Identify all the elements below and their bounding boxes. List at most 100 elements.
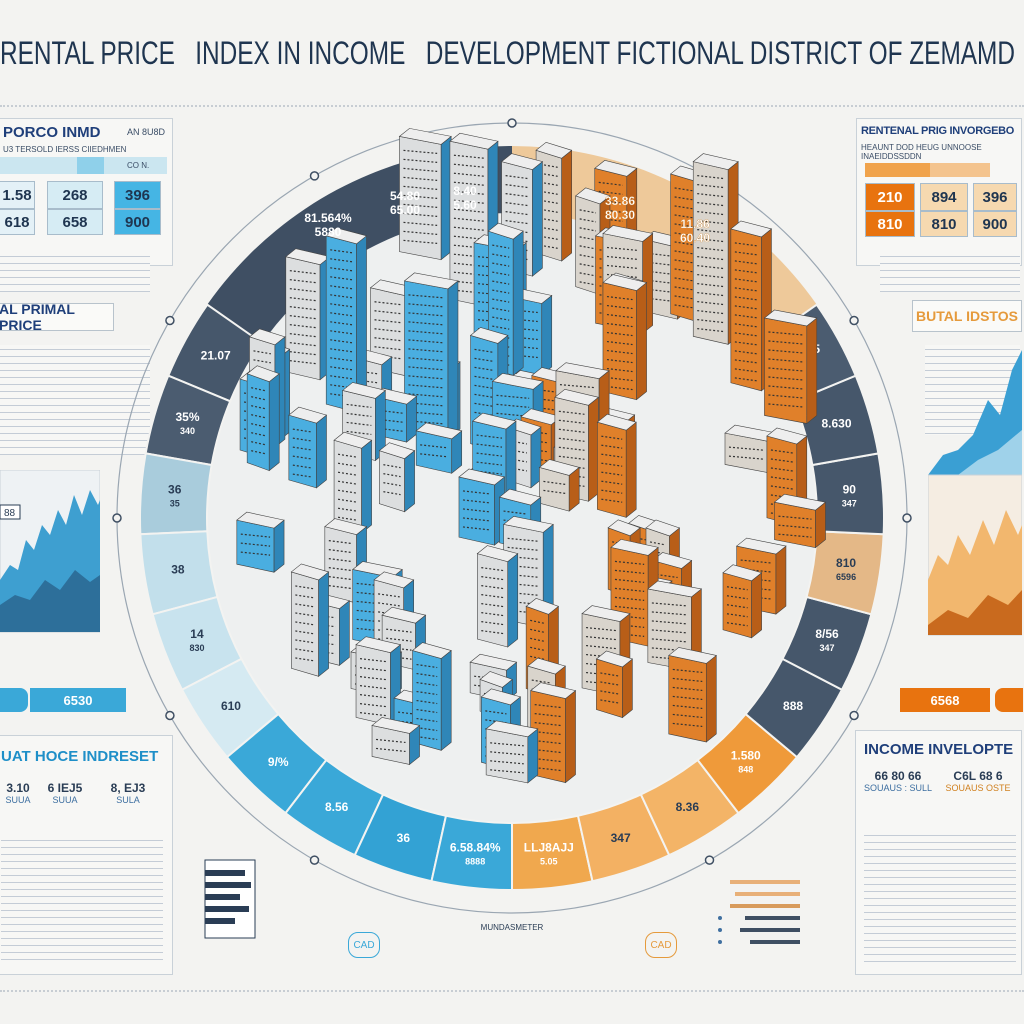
- right-area-charts: [928, 350, 1022, 636]
- bottom-pill[interactable]: CAD: [348, 932, 380, 958]
- panel-title: UAT HOCE INDRESET: [1, 748, 159, 765]
- building: [290, 563, 330, 677]
- text-block: [0, 252, 150, 292]
- segment-label: 888: [783, 699, 803, 713]
- segment-label: 610: [221, 699, 241, 713]
- right-pill-button[interactable]: [995, 688, 1023, 712]
- building: [378, 442, 416, 513]
- left-pill-button[interactable]: [0, 688, 28, 712]
- orbit-marker: [309, 171, 320, 181]
- orbit-marker: [849, 710, 859, 721]
- building: [485, 720, 539, 784]
- panel-subtitle: HEAUNT DOD HEUG UNNOOSE INAEIDDSSDDN: [861, 143, 982, 161]
- building: [333, 431, 373, 534]
- orbit-marker: [309, 855, 320, 865]
- ring-segment-right: LLJ8AJJ 5.05: [511, 814, 594, 892]
- cell: 618: [0, 209, 35, 235]
- top-value-label: 80.30: [605, 208, 635, 222]
- building: [415, 422, 463, 474]
- orbit-marker: [849, 315, 859, 326]
- top-value-label: 81.564%: [304, 211, 352, 225]
- segment-label: 8888: [465, 856, 485, 866]
- building: [458, 468, 506, 546]
- ring-segment-right: 1.580 848: [696, 712, 799, 815]
- segment-label: 38: [171, 562, 185, 576]
- building: [668, 647, 717, 743]
- cell: 1.58: [0, 181, 35, 209]
- segment-label: 347: [820, 643, 835, 653]
- stat: 3.10 SUUA: [5, 781, 31, 805]
- segment-label: 35: [170, 498, 180, 508]
- left-action-button[interactable]: 6530: [30, 688, 126, 712]
- ring-segment-right: 810 6596: [805, 530, 885, 616]
- page-title: RENTAL PRICE INDEX IN INCOME DEVELOPMENT…: [0, 35, 1015, 71]
- building: [325, 227, 368, 413]
- building: [246, 365, 280, 472]
- building: [371, 717, 421, 766]
- building: [236, 511, 285, 573]
- segment-label: 810: [836, 556, 856, 570]
- left-summary-panel: PORCO INMD AN 8U8D U3 TERSOLD IERSS CIIE…: [0, 118, 173, 266]
- cell: 900: [973, 211, 1017, 237]
- top-value-label: 11.86: [680, 217, 710, 231]
- segment-label: 9/%: [268, 755, 289, 769]
- right-action-button[interactable]: 6568: [900, 688, 990, 712]
- building: [476, 545, 519, 648]
- cell: 210: [865, 183, 915, 211]
- right-bottom-panel: INCOME INVELOPTE 66 80 66 SOUAUS : SULL C…: [855, 730, 1022, 975]
- stat: 66 80 66 SOUAUS : SULL: [863, 769, 933, 793]
- top-value-label: 65.00: [390, 203, 420, 217]
- building: [602, 274, 648, 401]
- divider: [0, 105, 1024, 107]
- divider: [0, 990, 1024, 992]
- bottom-pill[interactable]: CAD: [645, 932, 677, 958]
- ring-segment-left: 35%340: [144, 374, 232, 467]
- orbit-marker: [507, 118, 517, 128]
- cell: 396: [973, 183, 1017, 211]
- chart-tag: 88: [4, 508, 16, 519]
- segment-label: 830: [189, 643, 204, 653]
- cell: 658: [47, 209, 103, 235]
- panel-header-bar: CO N.: [0, 157, 167, 174]
- left-area-chart: 88: [0, 470, 100, 633]
- building: [596, 413, 637, 518]
- segment-label: 21.07: [201, 348, 231, 362]
- orbit-marker: [165, 710, 175, 721]
- stat: 8, EJ3 SULA: [110, 781, 146, 805]
- building: [288, 406, 328, 489]
- building: [355, 636, 402, 727]
- segment-label: 6596: [836, 572, 856, 582]
- orbit-marker: [165, 315, 175, 326]
- top-value-label: 8.40: [453, 184, 477, 198]
- cell: 894: [920, 183, 968, 211]
- text-block: [1, 836, 163, 966]
- segment-label: LLJ8AJJ: [524, 840, 574, 854]
- area-series: [928, 350, 1022, 475]
- building: [722, 564, 763, 639]
- area-series: [0, 570, 100, 632]
- segment-label: 8.630: [821, 416, 851, 430]
- segment-label: 6.58.84%: [450, 840, 501, 854]
- panel-title: RENTENAL PRIG INVORGEBO: [861, 125, 1015, 137]
- segment-label: 8.56: [325, 800, 349, 814]
- building: [530, 682, 577, 784]
- building: [763, 309, 818, 425]
- text-block: [880, 252, 1020, 292]
- panel-title: PORCO INMD: [3, 124, 101, 141]
- segment-label: 340: [180, 426, 195, 436]
- stat: C6L 68 6 SOUAUS OSTE: [945, 769, 1011, 793]
- segment-label: 1.580: [731, 749, 761, 763]
- segment-label: 8.36: [676, 800, 700, 814]
- building: [285, 248, 331, 381]
- segment-label: 35%: [175, 410, 199, 424]
- segment-label: 36: [397, 831, 411, 845]
- text-block: [864, 831, 1016, 966]
- area-series: [928, 590, 1022, 635]
- cell: 396: [114, 181, 161, 209]
- left-bottom-panel: UAT HOCE INDRESET 3.10 SUUA 6 IEJ5 SUUA 8,…: [0, 735, 173, 975]
- orbit-marker: [704, 855, 715, 865]
- panel-tag: AN 8U8D: [127, 127, 166, 137]
- segment-label: 14: [190, 627, 204, 641]
- orbit-marker: [902, 513, 912, 523]
